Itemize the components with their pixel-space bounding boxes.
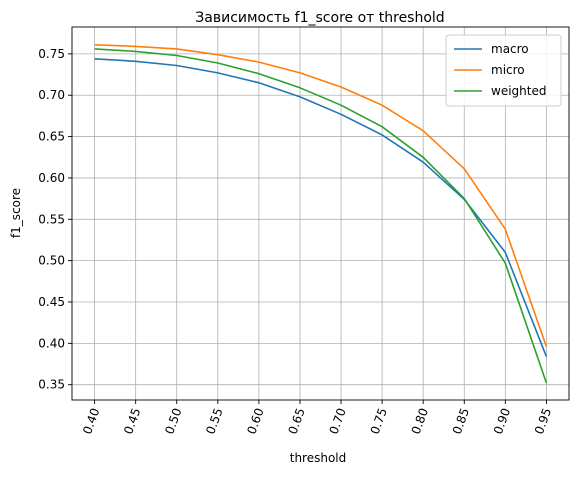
y-tick-label: 0.75 xyxy=(38,47,65,61)
y-axis-label: f1_score xyxy=(9,188,23,238)
y-tick-label: 0.45 xyxy=(38,295,65,309)
y-tick-label: 0.55 xyxy=(38,212,65,226)
legend-box xyxy=(445,34,562,107)
y-tick-label: 0.50 xyxy=(38,254,65,268)
series-lines xyxy=(94,44,548,384)
y-tick-label: 0.35 xyxy=(38,378,65,392)
y-tick-label: 0.65 xyxy=(38,130,65,144)
legend-label-micro: micro xyxy=(491,63,525,77)
legend: macro micro weighted xyxy=(445,34,562,107)
y-tick-label: 0.60 xyxy=(38,171,65,185)
y-tick-label: 0.40 xyxy=(38,336,65,350)
y-tick-label: 0.70 xyxy=(38,88,65,102)
series-line-micro xyxy=(94,44,548,347)
x-axis-label: threshold xyxy=(290,451,347,465)
series-line-weighted xyxy=(94,48,548,384)
legend-label-weighted: weighted xyxy=(491,84,546,98)
y-axis-ticks: 0.35 0.40 0.45 0.50 0.55 0.60 0.65 0.70 0.75 xyxy=(38,47,72,392)
legend-label-macro: macro xyxy=(491,42,529,56)
plot-frame xyxy=(71,26,570,401)
chart-title: Зависимость f1_score от threshold xyxy=(195,10,444,26)
